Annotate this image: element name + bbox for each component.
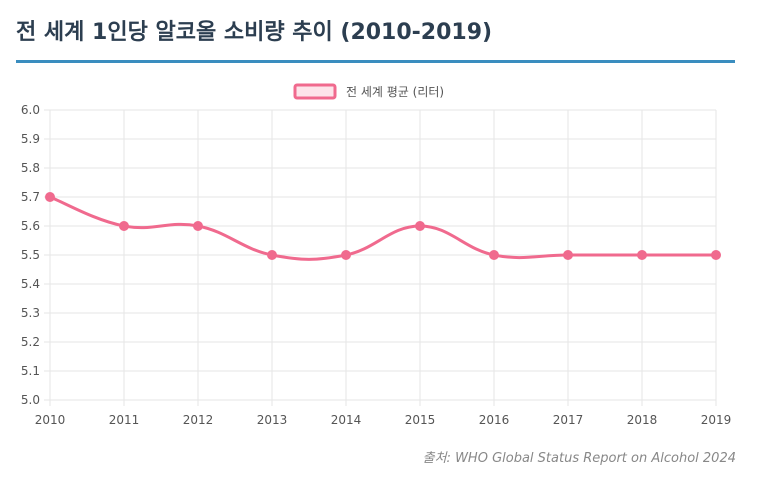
y-tick-label: 5.6 — [21, 219, 40, 233]
y-tick-label: 5.2 — [21, 335, 40, 349]
line-chart: 전 세계 평균 (리터) 5.0 5.1 5.2 5.3 5.4 5.5 5.6 5.7 5.8… — [21, 83, 731, 427]
x-tick-label: 2011 — [109, 413, 140, 427]
source-note: 출처: WHO Global Status Report on Alcohol … — [422, 451, 736, 466]
series-points — [45, 192, 721, 260]
x-tick-label: 2017 — [553, 413, 584, 427]
data-point[interactable] — [119, 221, 129, 231]
data-point[interactable] — [489, 250, 499, 260]
x-tick-label: 2013 — [257, 413, 288, 427]
y-tick-label: 5.4 — [21, 277, 40, 291]
x-tick-label: 2019 — [701, 413, 732, 427]
y-tick-label: 5.3 — [21, 306, 40, 320]
x-tick-label: 2010 — [35, 413, 66, 427]
chart-grid — [44, 109, 717, 406]
x-tick-label: 2016 — [479, 413, 510, 427]
data-point[interactable] — [193, 221, 203, 231]
title-divider — [16, 60, 735, 63]
y-tick-label: 5.5 — [21, 248, 40, 262]
legend-label: 전 세계 평균 (리터) — [346, 85, 444, 99]
data-point[interactable] — [637, 250, 647, 260]
chart-axis-labels: 5.0 5.1 5.2 5.3 5.4 5.5 5.6 5.7 5.8 5.9 6.0 2010 201… — [21, 103, 731, 427]
data-point[interactable] — [341, 250, 351, 260]
data-point[interactable] — [711, 250, 721, 260]
x-tick-label: 2012 — [183, 413, 214, 427]
x-tick-label: 2015 — [405, 413, 436, 427]
y-tick-label: 5.9 — [21, 132, 40, 146]
y-tick-label: 5.8 — [21, 161, 40, 175]
series-line — [48, 195, 718, 261]
x-tick-label: 2018 — [627, 413, 658, 427]
chart-legend[interactable]: 전 세계 평균 (리터) — [293, 83, 444, 100]
y-tick-label: 5.1 — [21, 364, 40, 378]
y-tick-label: 5.0 — [21, 393, 40, 407]
legend-swatch — [293, 83, 337, 100]
y-tick-label: 6.0 — [21, 103, 40, 117]
data-point[interactable] — [267, 250, 277, 260]
page-title: 전 세계 1인당 알코올 소비량 추이 (2010-2019) — [16, 20, 493, 45]
data-point[interactable] — [45, 192, 55, 202]
data-point[interactable] — [415, 221, 425, 231]
x-tick-label: 2014 — [331, 413, 362, 427]
y-tick-label: 5.7 — [21, 190, 40, 204]
data-point[interactable] — [563, 250, 573, 260]
